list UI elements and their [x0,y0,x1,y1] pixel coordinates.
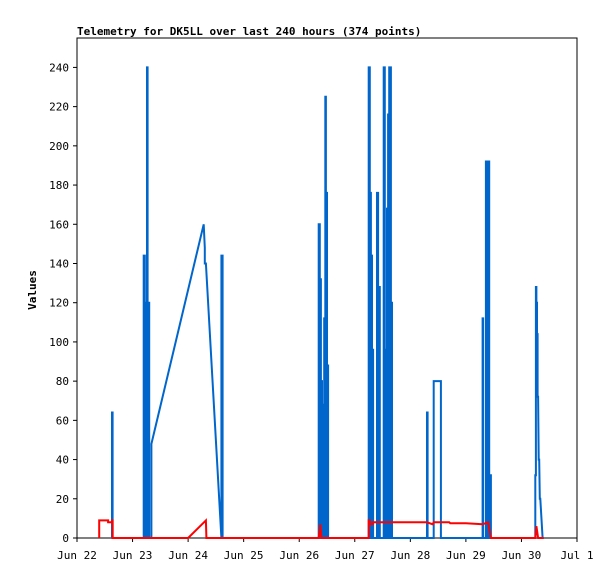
series-line-2 [98,518,544,539]
x-tick-label: Jun 26 [279,549,319,562]
chart-title: Telemetry for DK5LL over last 240 hours … [77,25,421,38]
x-tick-label: Jun 22 [57,549,97,562]
y-tick-label: 0 [62,532,69,545]
x-tick-label: Jun 30 [502,549,542,562]
y-axis: 0 20 40 60 80 100 120 140 160 180 200 220 240 [49,61,77,545]
x-axis: Jun 22 Jun 23 Jun 24 Jun 25 Jun 26 Jun 27 Jun … [57,538,594,562]
y-tick-label: 80 [56,375,69,388]
x-tick-label: Jun 27 [335,549,375,562]
y-tick-label: 20 [56,493,69,506]
x-tick-label: Jun 25 [224,549,264,562]
y-tick-label: 220 [49,101,69,114]
series-layer [98,66,544,539]
x-tick-label: Jul 1 [560,549,593,562]
y-axis-label: Values [26,270,39,310]
y-tick-label: 120 [49,297,69,310]
y-tick-label: 180 [49,179,69,192]
series-line-1 [111,66,544,539]
y-tick-label: 160 [49,218,69,231]
y-tick-label: 200 [49,140,69,153]
y-tick-label: 140 [49,257,69,270]
y-tick-label: 40 [56,454,69,467]
x-tick-label: Jun 24 [168,549,208,562]
y-tick-label: 240 [49,61,69,74]
x-tick-label: Jun 23 [113,549,153,562]
y-tick-label: 60 [56,414,69,427]
y-tick-label: 100 [49,336,69,349]
x-tick-label: Jun 29 [446,549,486,562]
x-tick-label: Jun 28 [390,549,430,562]
